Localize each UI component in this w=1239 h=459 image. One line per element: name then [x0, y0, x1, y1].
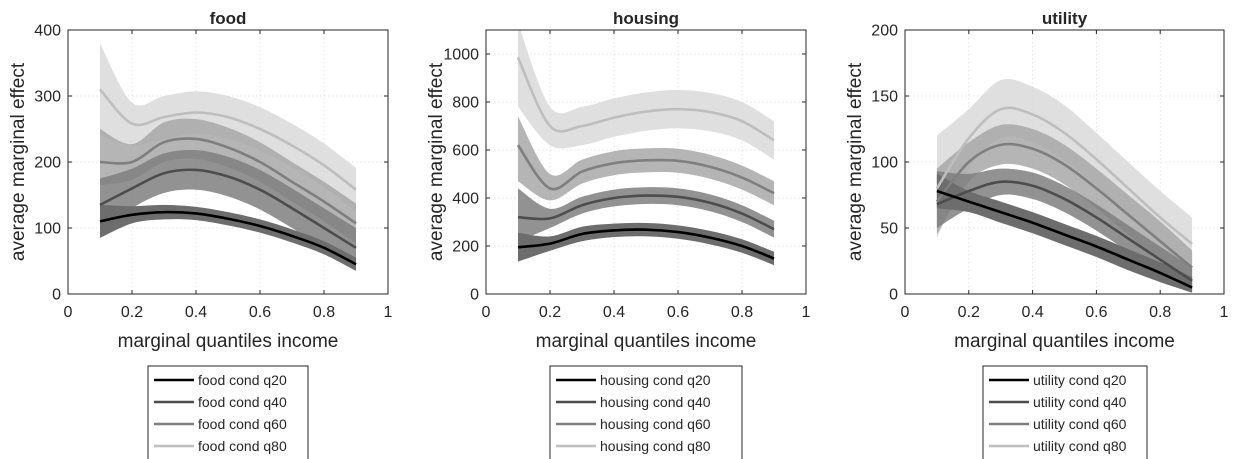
data-layer: [935, 79, 1193, 293]
chart-panel-housing: 0 0.2 0.4 0.6 0.8 1 0 200 400 600 800 1000 housing ma…: [426, 9, 811, 459]
legend-label: housing cond q80: [600, 438, 711, 454]
line-utility-cond-q60: [935, 142, 1193, 269]
y-axis-label: average marginal effect: [845, 62, 866, 261]
x-tick-label: 1: [1220, 304, 1229, 321]
data-layer: [516, 30, 775, 266]
band-housing-cond-q40: [518, 187, 774, 242]
band-utility-cond-q40: [936, 168, 1193, 292]
legend-label: utility cond q60: [1033, 416, 1127, 432]
x-tick-label: 0.2: [121, 304, 143, 321]
legend-label: utility cond q20: [1033, 372, 1127, 388]
legend-label: housing cond q60: [600, 416, 711, 432]
x-tick-label: 0.8: [1149, 304, 1171, 321]
y-tick-label: 300: [34, 89, 61, 106]
y-tick-label: 1000: [443, 47, 479, 64]
y-tick-label: 0: [52, 287, 61, 304]
line-utility-cond-q40: [936, 180, 1193, 282]
band-utility-cond-q60: [936, 124, 1193, 285]
y-axis-label: average marginal effect: [426, 62, 447, 261]
y-tick-label: 100: [34, 221, 61, 238]
legend-label: food cond q80: [198, 438, 287, 454]
y-tick-label: 400: [34, 23, 61, 40]
data-layer: [99, 43, 357, 271]
y-tick-label: 0: [470, 287, 479, 304]
y-tick-label: 200: [34, 155, 61, 172]
band-food-cond-q80: [100, 43, 356, 212]
x-tick-label: 0.2: [958, 304, 980, 321]
y-tick-label: 600: [452, 143, 479, 160]
line-food-cond-q40: [99, 168, 357, 249]
legend-label: housing cond q40: [600, 394, 711, 410]
x-tick-label: 0: [482, 304, 491, 321]
legend-label: utility cond q40: [1033, 394, 1127, 410]
line-housing-cond-q60: [516, 144, 775, 195]
x-tick-label: 0.8: [313, 304, 335, 321]
x-tick-label: 0.6: [667, 304, 689, 321]
x-tick-label: 0.4: [603, 304, 625, 321]
line-housing-cond-q20: [517, 228, 775, 260]
x-axis-label: marginal quantiles income: [536, 331, 757, 352]
x-tick-label: 0.6: [249, 304, 271, 321]
y-tick-label: 200: [871, 23, 898, 40]
x-axis-label: marginal quantiles income: [954, 331, 1175, 352]
chart-title: food: [210, 9, 247, 28]
x-tick-label: 0.4: [185, 304, 207, 321]
chart-panel-food: 0 0.2 0.4 0.6 0.8 1 0 100 200 300 400 food marginal …: [8, 9, 393, 459]
line-housing-cond-q40: [517, 194, 775, 231]
x-tick-label: 0.2: [539, 304, 561, 321]
legend-label: food cond q60: [198, 416, 287, 432]
chart-panel-utility: 0 0.2 0.4 0.6 0.8 1 0 50 100 150 200 utility margina…: [845, 9, 1229, 459]
line-food-cond-q80: [99, 88, 357, 191]
legend-box: [982, 365, 1148, 459]
legend-label: housing cond q20: [600, 372, 711, 388]
y-tick-label: 50: [880, 221, 898, 238]
legend-box: [147, 365, 309, 459]
line-food-cond-q20: [99, 210, 357, 266]
x-tick-label: 0: [64, 304, 73, 321]
chart-title: utility: [1042, 9, 1088, 28]
y-tick-label: 150: [871, 89, 898, 106]
y-tick-label: 400: [452, 191, 479, 208]
x-tick-label: 0.8: [731, 304, 753, 321]
y-tick-label: 0: [889, 287, 898, 304]
x-tick-label: 0.6: [1085, 304, 1107, 321]
line-utility-cond-q20: [936, 189, 1193, 289]
legend-label: food cond q20: [198, 372, 287, 388]
y-tick-label: 200: [452, 239, 479, 256]
legend: housing cond q20 housing cond q40 housing …: [549, 365, 743, 459]
line-utility-cond-q80: [935, 106, 1193, 245]
band-food-cond-q60: [100, 118, 356, 244]
legend-box: [549, 365, 743, 459]
y-tick-label: 100: [871, 155, 898, 172]
x-tick-label: 1: [384, 304, 393, 321]
legend: utility cond q20 utility cond q40 utility …: [982, 365, 1148, 459]
legend-label: utility cond q80: [1033, 438, 1127, 454]
y-axis-label: average marginal effect: [8, 62, 29, 261]
x-tick-label: 0: [901, 304, 910, 321]
band-food-cond-q40: [100, 149, 356, 268]
axes-box: [485, 29, 807, 295]
legend: food cond q20 food cond q40 food cond q60 f…: [147, 365, 309, 459]
x-tick-label: 0.4: [1021, 304, 1043, 321]
chart-title: housing: [613, 9, 679, 28]
line-food-cond-q60: [99, 137, 357, 225]
line-housing-cond-q80: [516, 57, 775, 142]
x-tick-label: 1: [802, 304, 811, 321]
y-tick-label: 800: [452, 95, 479, 112]
legend-label: food cond q40: [198, 394, 287, 410]
x-axis-label: marginal quantiles income: [118, 331, 339, 352]
